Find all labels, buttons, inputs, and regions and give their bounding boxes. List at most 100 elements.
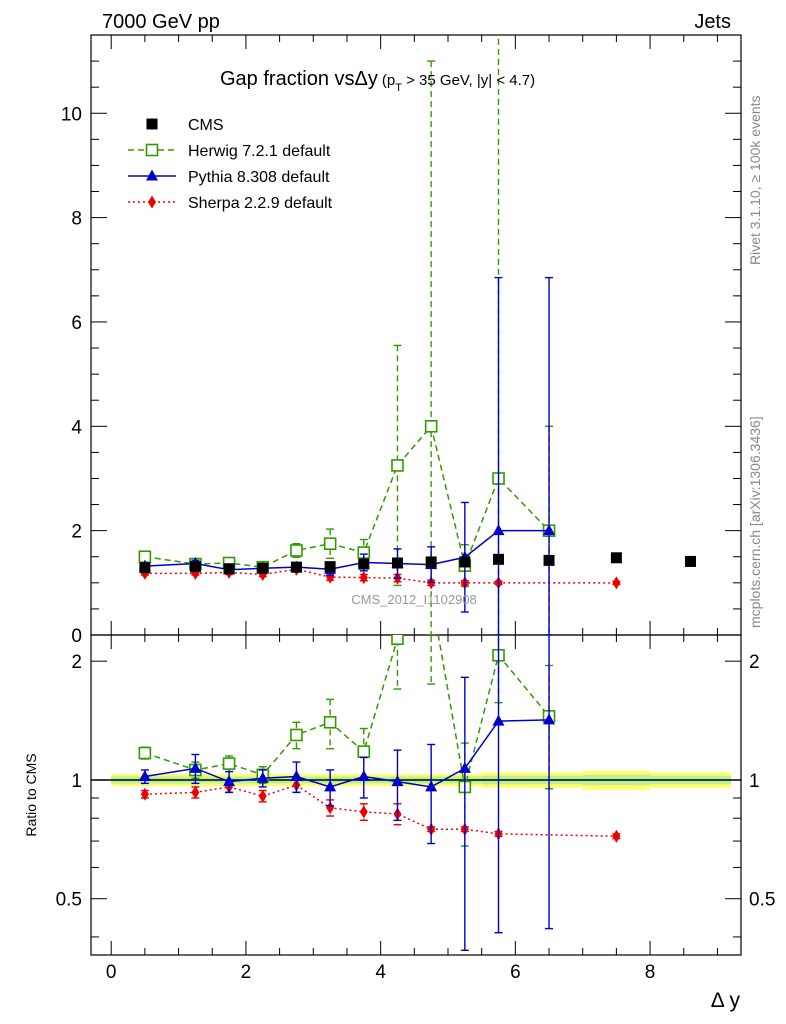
sherpa-point — [326, 570, 335, 584]
sherpa-line — [144, 568, 617, 584]
x-tick-label: 6 — [510, 962, 521, 983]
herwig-point — [424, 420, 438, 433]
x-tick-label: 4 — [375, 962, 386, 983]
plot-title: Gap fraction vsΔy (pT > 35 GeV, |y| < 4.7… — [220, 68, 535, 94]
herwig-series-ratio — [138, 635, 556, 847]
pythia-point — [425, 780, 438, 792]
pythia-point — [138, 770, 151, 782]
legend: CMS Herwig 7.2.1 default Pythia 8.308 defa… — [128, 117, 333, 212]
rivet-version-label: Rivet 3.1.10, ≥ 100k events — [747, 95, 763, 265]
legend-label-pythia: Pythia 8.308 default — [188, 169, 330, 186]
pythia-point — [391, 775, 404, 787]
pythia-point — [357, 770, 370, 782]
ratio-plot-frame — [90, 634, 742, 956]
pythia-point — [256, 771, 269, 783]
ratio-y-tick-label: 2 — [71, 652, 82, 673]
data-point — [459, 556, 471, 568]
herwig-point — [323, 715, 337, 729]
herwig-series-main — [138, 35, 556, 635]
herwig-point — [290, 728, 303, 742]
legend-label-herwig: Herwig 7.2.1 default — [188, 143, 331, 160]
legend-item-data: CMS — [146, 117, 224, 134]
pythia-point — [492, 714, 505, 726]
data-point — [139, 562, 151, 574]
pythia-point — [223, 775, 236, 787]
ratio-y-tick-label: 0.5 — [56, 890, 82, 911]
pythia-series-ratio — [138, 635, 556, 952]
herwig-point — [138, 746, 152, 760]
sherpa-point — [140, 787, 149, 801]
legend-item-herwig: Herwig 7.2.1 default — [128, 143, 331, 160]
data-point — [324, 561, 336, 573]
data-point — [493, 553, 505, 565]
herwig-point — [222, 757, 236, 770]
pythia-point — [492, 524, 505, 536]
main-y-tick-label: 2 — [71, 522, 82, 543]
sherpa-point — [326, 801, 335, 815]
legend-item-sherpa: Sherpa 2.2.9 default — [128, 195, 333, 212]
sherpa-point — [191, 785, 200, 799]
data-point — [189, 561, 201, 573]
x-tick-label: 2 — [241, 962, 252, 983]
pythia-line — [144, 529, 550, 571]
ratio-y-axis-label: Ratio to CMS — [23, 753, 39, 836]
herwig-point — [323, 537, 337, 550]
main-y-tick-label: 8 — [71, 209, 82, 230]
data-point — [610, 552, 622, 564]
data-point — [684, 555, 696, 567]
pythia-point — [543, 713, 556, 725]
data-series-main — [139, 552, 696, 575]
mcplots-reference-label: mcplots.cern.ch [arXiv:1306.3436] — [747, 416, 763, 628]
sherpa-point — [612, 576, 621, 590]
sherpa-point — [359, 805, 368, 819]
pythia-point — [324, 780, 337, 792]
analysis-id-label: CMS_2012_I1102908 — [351, 592, 477, 607]
main-y-tick-label: 4 — [71, 417, 82, 438]
x-tick-label: 0 — [106, 962, 117, 983]
main-y-tick-label: 0 — [71, 626, 82, 647]
ratio-series-group — [138, 635, 621, 952]
ratio-y-tick-label-right: 2 — [749, 652, 760, 673]
legend-marker-data — [146, 118, 158, 130]
data-point — [290, 561, 302, 573]
main-y-tick-label: 6 — [71, 313, 82, 334]
legend-label-data: CMS — [188, 117, 224, 134]
pythia-point — [458, 761, 471, 773]
data-point — [391, 557, 403, 569]
legend-item-pythia: Pythia 8.308 default — [128, 169, 330, 186]
herwig-line — [144, 424, 550, 569]
herwig-point — [290, 544, 303, 557]
main-y-tick-label: 10 — [61, 104, 82, 125]
data-point — [425, 556, 437, 568]
data-point — [257, 562, 269, 574]
herwig-point — [357, 745, 371, 758]
header-process-label: Jets — [694, 11, 731, 33]
pythia-point — [290, 770, 303, 782]
ratio-uncertainty-band — [91, 770, 741, 790]
data-point — [223, 563, 235, 575]
legend-marker-herwig — [145, 143, 159, 157]
herwig-line — [144, 635, 550, 788]
ratio-y-tick-label-right: 0.5 — [749, 890, 775, 911]
x-tick-label: 8 — [645, 962, 656, 983]
herwig-point — [391, 459, 404, 472]
pythia-point — [543, 524, 556, 536]
legend-label-sherpa: Sherpa 2.2.9 default — [188, 195, 333, 212]
data-point — [543, 554, 555, 566]
legend-marker-pythia — [146, 169, 158, 181]
axis-ticks: 0 2 4 6 8 0 2 4 6 8 10 0.5 0.5 1 1 2 2 — [56, 34, 775, 983]
herwig-point — [391, 635, 404, 646]
x-axis-label: Δ y — [711, 989, 741, 1012]
sherpa-point — [359, 571, 368, 585]
main-series-group — [138, 35, 696, 635]
sherpa-point — [258, 789, 267, 803]
header-energy-label: 7000 GeV pp — [102, 11, 220, 33]
ratio-y-tick-label-right: 1 — [749, 771, 760, 792]
pythia-series-main — [138, 276, 556, 635]
sherpa-point — [612, 829, 621, 843]
ratio-y-tick-label: 1 — [71, 771, 82, 792]
data-point — [358, 558, 370, 570]
legend-marker-sherpa — [148, 195, 156, 209]
pythia-point — [189, 761, 202, 773]
